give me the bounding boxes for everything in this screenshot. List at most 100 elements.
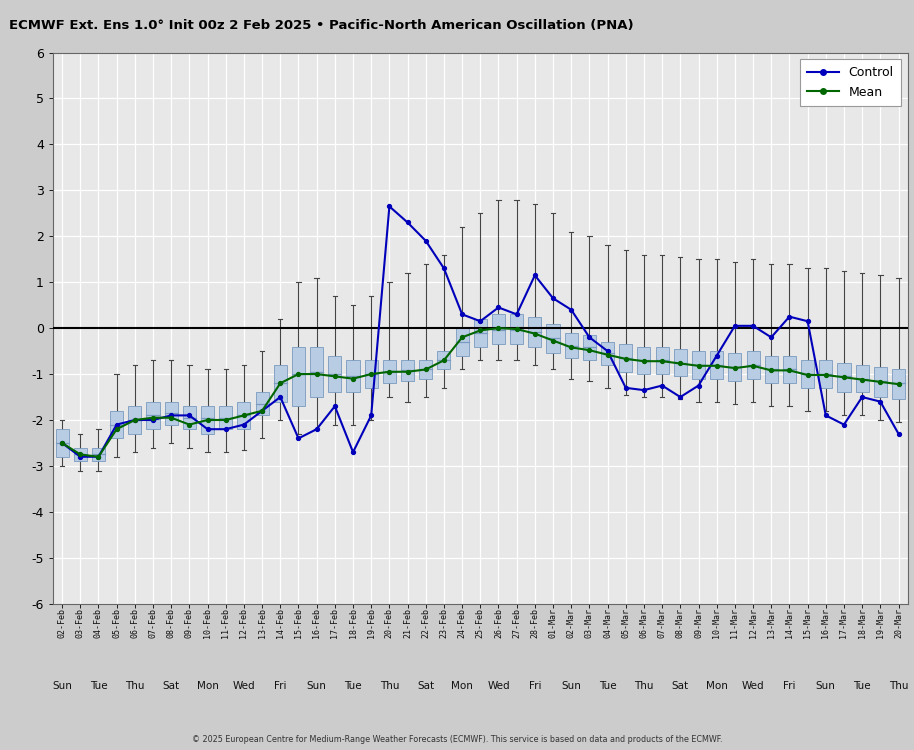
Control (329, 402, 340, 411)
Text: Fri: Fri (274, 681, 287, 692)
Bar (165, 402, 177, 424)
Bar (492, 314, 505, 344)
Control (584, 333, 595, 342)
Text: 03-Feb: 03-Feb (76, 608, 85, 638)
Text: 14-Feb: 14-Feb (276, 608, 285, 638)
Text: Mon: Mon (706, 681, 728, 692)
Text: 25-Feb: 25-Feb (476, 608, 484, 638)
Bar (56, 429, 69, 457)
Mean (602, 350, 613, 359)
Control (112, 420, 122, 429)
Control (602, 346, 613, 355)
Mean (875, 377, 886, 386)
Text: © 2025 European Centre for Medium-Range Weather Forecasts (ECMWF). This service : © 2025 European Centre for Medium-Range … (192, 735, 722, 744)
Control (675, 392, 686, 401)
Mean (802, 370, 813, 380)
Bar (583, 335, 596, 360)
Bar (892, 370, 905, 399)
Text: Thu: Thu (125, 681, 144, 692)
Text: 08-Feb: 08-Feb (166, 608, 175, 638)
Text: 17-Mar: 17-Mar (839, 608, 848, 638)
Bar (346, 360, 359, 392)
Control (656, 381, 667, 390)
Mean (366, 370, 377, 379)
Mean (147, 413, 158, 422)
Bar (201, 406, 214, 433)
Bar (728, 353, 741, 381)
Text: 14-Mar: 14-Mar (785, 608, 794, 638)
Control (621, 383, 632, 392)
Control (93, 452, 104, 461)
Mean (748, 362, 759, 370)
Mean (566, 343, 577, 352)
Control (257, 406, 268, 416)
Bar (856, 365, 868, 392)
Mean (693, 362, 704, 370)
Text: Mon: Mon (197, 681, 218, 692)
Text: 18-Feb: 18-Feb (348, 608, 357, 638)
Text: 23-Feb: 23-Feb (440, 608, 449, 638)
Text: Thu: Thu (888, 681, 909, 692)
Line: Mean: Mean (60, 326, 900, 459)
Text: 16-Feb: 16-Feb (313, 608, 321, 638)
Text: 03-Mar: 03-Mar (585, 608, 594, 638)
Control (802, 316, 813, 326)
Bar (110, 411, 123, 438)
Mean (257, 406, 268, 416)
Bar (420, 360, 432, 379)
Text: 18-Mar: 18-Mar (857, 608, 866, 638)
Text: Tue: Tue (345, 681, 362, 692)
Bar (183, 406, 196, 429)
Control (347, 448, 358, 457)
Bar (274, 365, 287, 402)
Control (493, 303, 504, 312)
Bar (747, 351, 760, 379)
Control (311, 424, 322, 433)
Control (729, 321, 740, 330)
Text: Sun: Sun (307, 681, 326, 692)
Control (875, 398, 886, 406)
Control (511, 310, 522, 319)
Mean (711, 362, 722, 370)
Control (693, 381, 704, 390)
Bar (655, 346, 669, 374)
Control (239, 420, 250, 429)
Text: 12-Feb: 12-Feb (239, 608, 249, 638)
Legend: Control, Mean: Control, Mean (800, 58, 901, 106)
Text: 11-Feb: 11-Feb (221, 608, 230, 638)
Text: 02-Mar: 02-Mar (567, 608, 576, 638)
Bar (510, 314, 523, 344)
Control (766, 333, 777, 342)
Control (202, 424, 213, 433)
Mean (893, 380, 904, 388)
Mean (639, 357, 650, 366)
Text: Mon: Mon (452, 681, 473, 692)
Text: 01-Mar: 01-Mar (548, 608, 558, 638)
Bar (383, 360, 396, 383)
Text: 17-Feb: 17-Feb (330, 608, 339, 638)
Control (130, 416, 141, 424)
Mean (457, 333, 468, 342)
Mean (547, 336, 558, 345)
Mean (656, 357, 667, 366)
Control (147, 416, 158, 424)
Bar (438, 351, 451, 370)
Bar (328, 356, 342, 392)
Bar (692, 351, 705, 379)
Text: Tue: Tue (854, 681, 871, 692)
Text: 07-Feb: 07-Feb (148, 608, 157, 638)
Mean (75, 450, 86, 459)
Control (57, 439, 68, 448)
Control (893, 429, 904, 438)
Text: Sat: Sat (163, 681, 180, 692)
Mean (820, 370, 831, 380)
Bar (238, 402, 250, 429)
Mean (856, 375, 867, 384)
Text: Thu: Thu (379, 681, 399, 692)
Bar (92, 448, 105, 461)
Text: 15-Feb: 15-Feb (294, 608, 303, 638)
Text: 22-Feb: 22-Feb (421, 608, 430, 638)
Bar (674, 349, 686, 376)
Bar (310, 346, 324, 397)
Control (475, 316, 486, 326)
